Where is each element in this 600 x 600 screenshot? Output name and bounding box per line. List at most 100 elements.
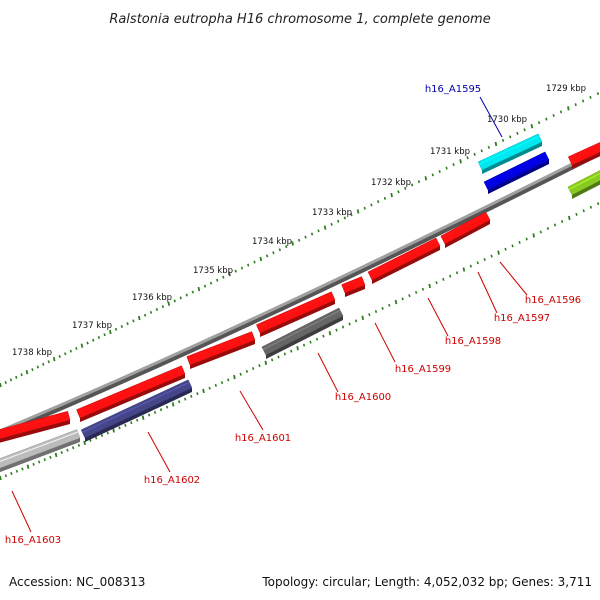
ruler-tick <box>25 370 29 375</box>
ruler-label: 1735 kbp <box>193 266 233 276</box>
ruler-tick <box>343 216 346 220</box>
ruler-tick <box>435 281 438 285</box>
ruler-tick <box>285 245 288 249</box>
ruler-tick <box>155 307 159 311</box>
ruler-tick <box>383 196 387 200</box>
gene-label[interactable]: h16_A1602 <box>144 475 200 486</box>
ruler-tick <box>20 373 23 377</box>
ruler-tick <box>315 337 319 341</box>
gene-label[interactable]: h16_A1598 <box>445 336 501 347</box>
ruler-tick <box>530 124 534 129</box>
ruler-label: 1731 kbp <box>430 147 470 157</box>
ruler-tick <box>179 296 182 300</box>
ruler-tick <box>452 163 455 167</box>
ruler-tick <box>103 333 106 337</box>
ruler-label: 1730 kbp <box>487 115 527 125</box>
gene-features <box>0 133 600 473</box>
gene-block <box>477 133 543 174</box>
ruler-tick <box>501 138 505 142</box>
ruler-tick <box>381 306 384 310</box>
ruler-tick <box>363 206 366 210</box>
ruler-label: 1738 kbp <box>12 348 52 358</box>
ruler-tick <box>77 443 81 447</box>
ruler-tick <box>222 275 225 279</box>
ruler-tick <box>509 135 512 139</box>
ruler-tick <box>52 356 56 362</box>
ruler-tick <box>173 299 176 303</box>
ruler-tick <box>196 392 199 396</box>
ruler-tick <box>459 159 462 164</box>
genome-summary-text: Topology: circular; Length: 4,052,032 bp… <box>261 575 592 589</box>
ruler-tick <box>15 469 19 473</box>
ruler-tick <box>374 310 378 314</box>
ruler-tick <box>190 394 193 398</box>
ruler-tick <box>10 472 13 476</box>
gene-block <box>76 365 186 422</box>
ruler-tick <box>21 467 24 471</box>
gene-label[interactable]: h16_A1597 <box>494 313 550 324</box>
ruler-tick <box>245 369 249 373</box>
ruler-tick <box>239 372 242 376</box>
ruler-tick <box>297 238 301 242</box>
ruler-tick <box>335 328 338 332</box>
ruler-tick <box>388 303 391 307</box>
ruler-tick <box>97 336 101 340</box>
gene-block <box>440 211 491 248</box>
ruler-tick <box>552 113 555 117</box>
ruler-tick <box>264 360 268 365</box>
ruler-tick <box>83 440 86 446</box>
gene-label[interactable]: h16_A1596 <box>525 295 581 306</box>
ruler-tick <box>36 365 39 369</box>
ruler-tick <box>296 345 299 351</box>
ruler-tick <box>171 402 175 407</box>
ruler-tick <box>487 145 490 149</box>
ruler-tick <box>126 322 129 326</box>
ruler-tick <box>302 343 306 347</box>
ruler-inner-ticks <box>0 202 600 481</box>
ruler-tick <box>43 458 46 462</box>
ruler-tick <box>401 297 404 301</box>
gene-callout-line <box>479 96 503 138</box>
gene-label[interactable]: h16_A1599 <box>395 364 451 375</box>
ruler-tick <box>120 324 123 328</box>
ruler-tick <box>504 247 507 251</box>
ruler-tick <box>567 106 570 111</box>
ruler-tick <box>132 319 135 323</box>
ruler-tick <box>397 190 400 194</box>
gene-label[interactable]: h16_A1603 <box>5 535 61 546</box>
gene-callout-line <box>11 490 32 533</box>
ruler-tick <box>32 462 35 466</box>
ruler-tick <box>330 222 333 226</box>
ruler-tick <box>539 230 542 234</box>
gene-callout-line <box>374 322 396 363</box>
gene-block <box>186 331 256 369</box>
accession-text: Accession: NC_008313 <box>9 575 145 589</box>
ruler-tick <box>165 405 169 409</box>
ruler-tick <box>147 413 151 417</box>
ruler-tick <box>112 428 115 433</box>
ruler-tick <box>323 225 327 230</box>
gene-label[interactable]: h16_A1600 <box>335 392 391 403</box>
ruler-tick <box>511 244 514 248</box>
ruler-tick <box>208 386 211 390</box>
ruler-tick <box>589 95 592 99</box>
gene-label[interactable]: h16_A1595 <box>425 84 481 95</box>
ruler-tick <box>518 240 521 244</box>
ruler-tick <box>177 400 181 404</box>
ruler-tick <box>0 382 2 388</box>
gene-block <box>261 307 344 359</box>
ruler-tick <box>290 349 293 353</box>
ruler-tick <box>575 212 578 216</box>
gene-label[interactable]: h16_A1601 <box>235 433 291 444</box>
ruler-tick <box>356 209 360 214</box>
ruler-tick <box>234 269 237 273</box>
ruler-tick <box>109 329 112 335</box>
gene-block <box>367 237 441 284</box>
ruler-tick <box>596 202 600 206</box>
gene-block <box>0 429 81 473</box>
ruler-tick <box>442 277 445 281</box>
gene-callouts: h16_A1595 h16_A1596 h16_A1597 h16_A1598 h16_… <box>5 84 581 546</box>
ruler-tick <box>228 272 231 277</box>
gene-block <box>341 276 366 297</box>
ruler-tick <box>337 219 340 223</box>
